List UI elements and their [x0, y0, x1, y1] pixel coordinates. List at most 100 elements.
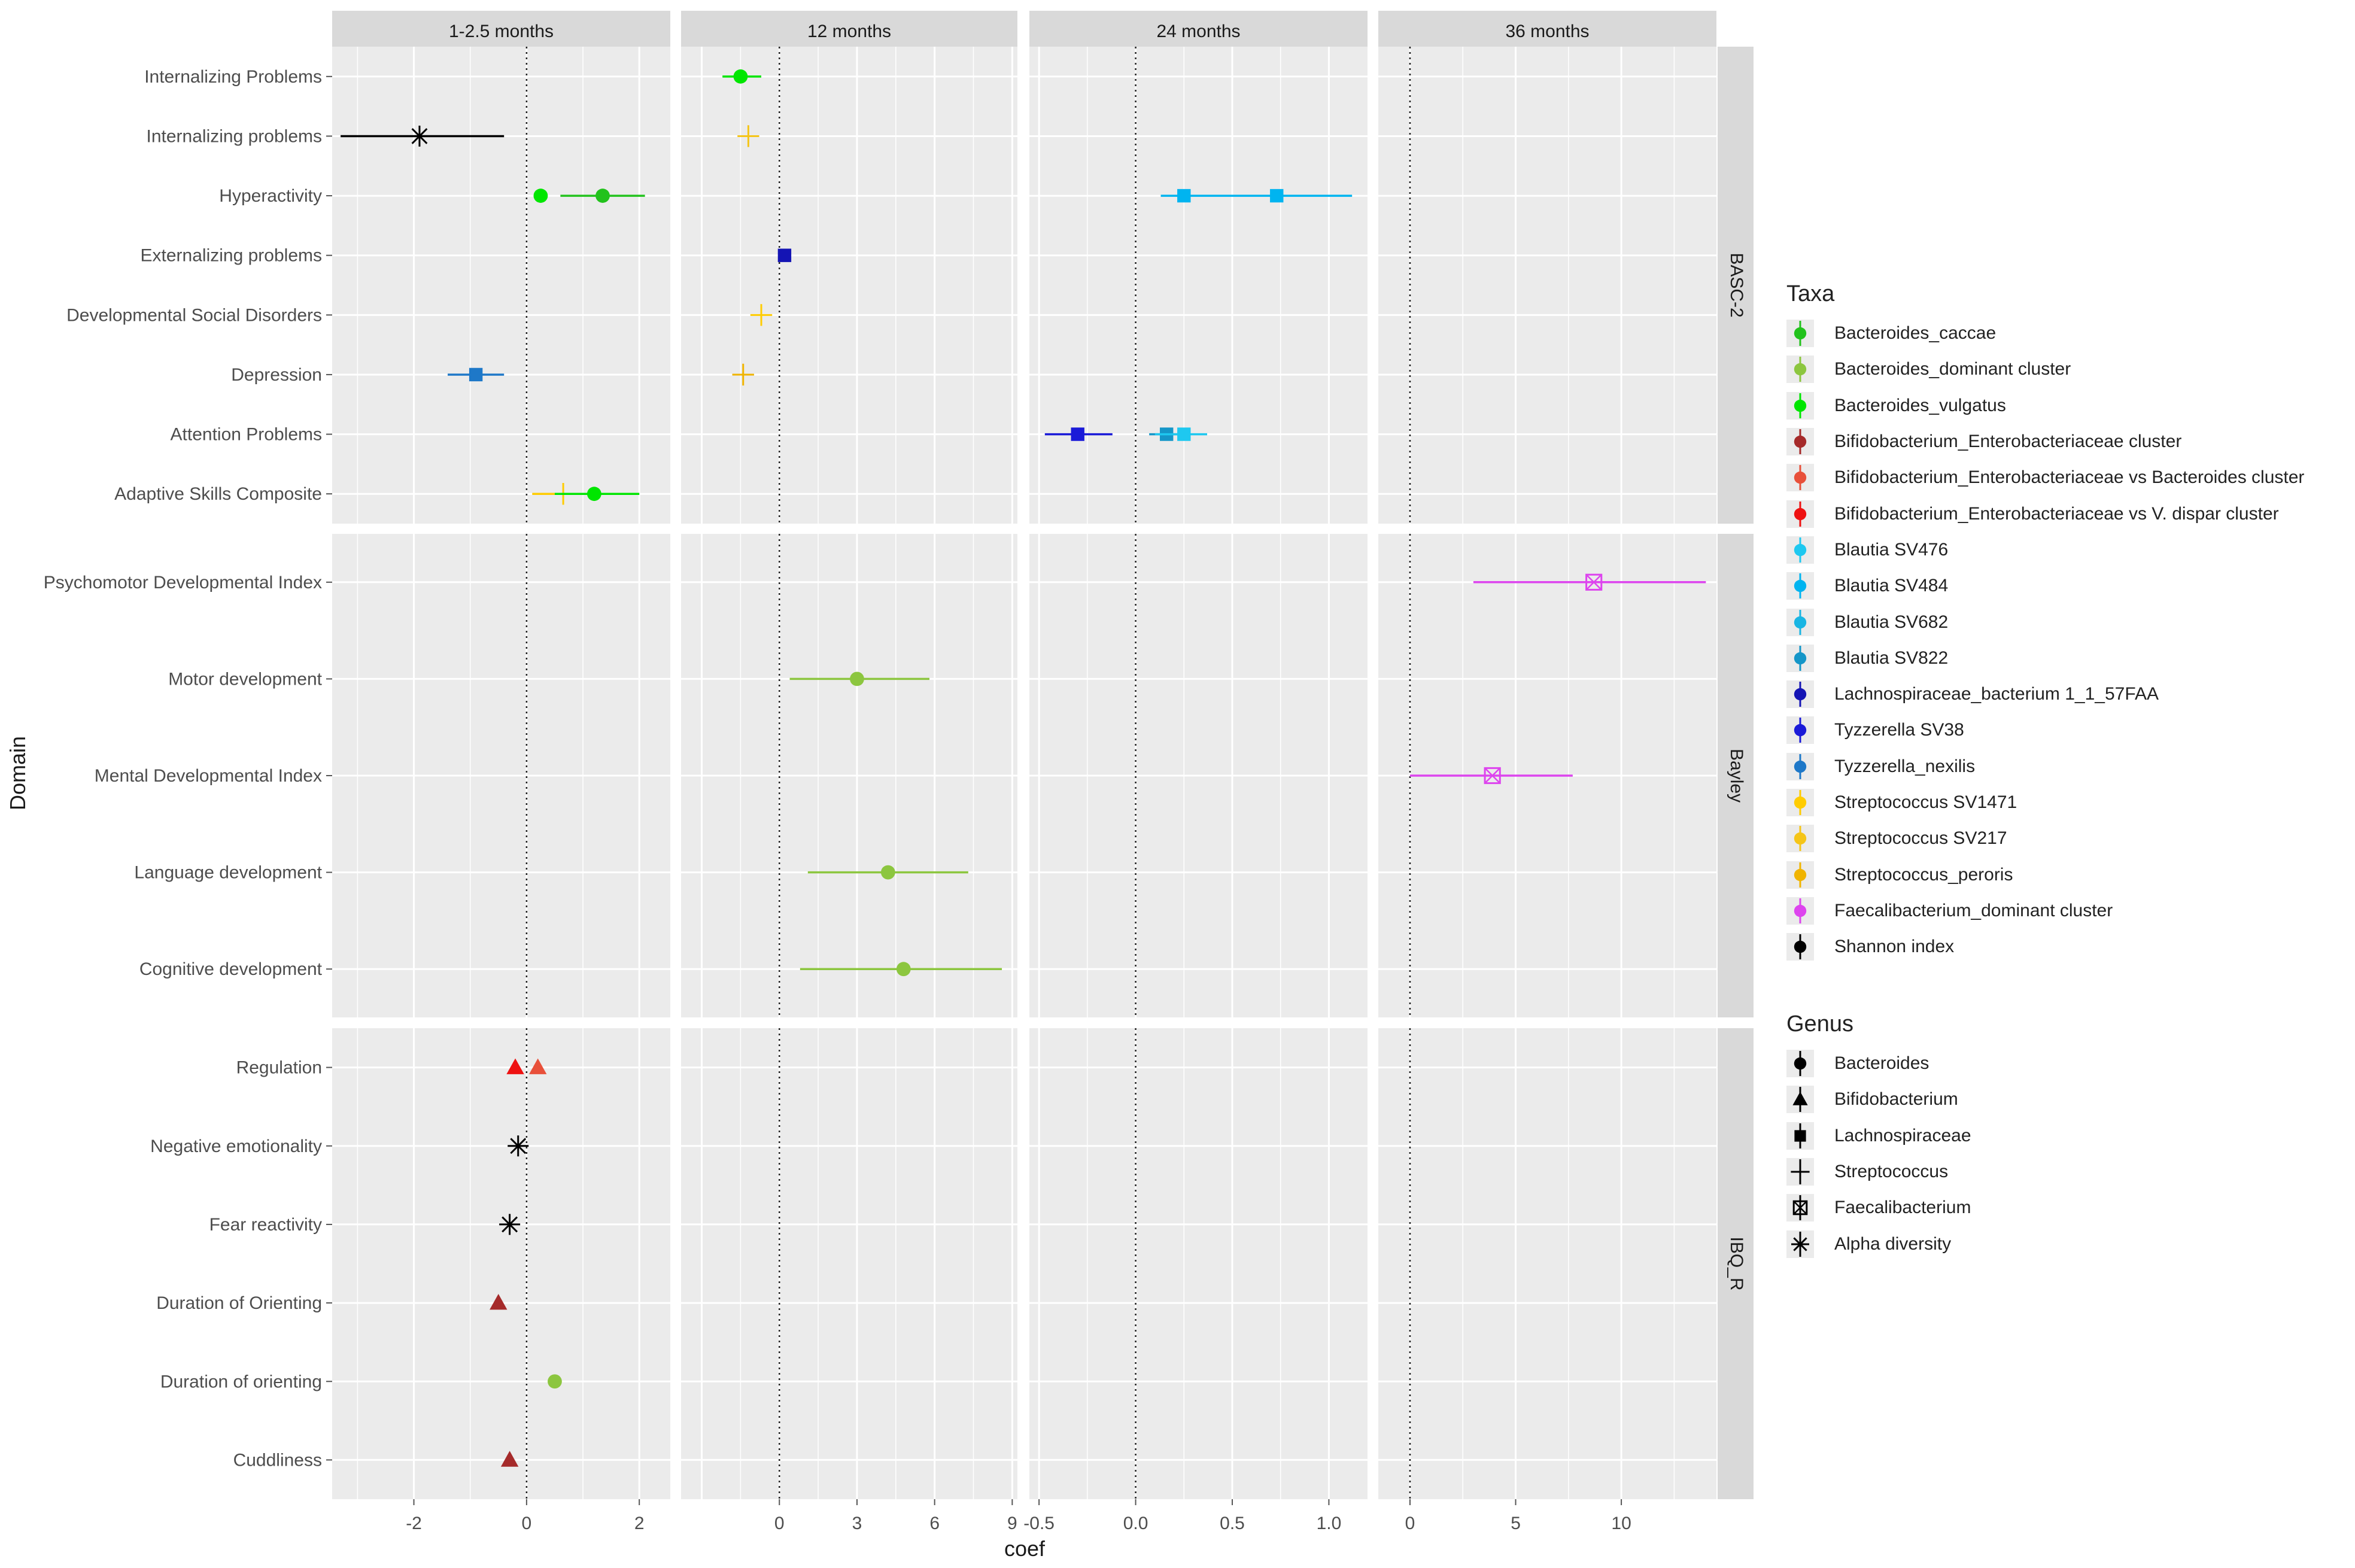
legend-label: Tyzzerella_nexilis [1834, 756, 1976, 776]
legend-label: Alpha diversity [1834, 1233, 1952, 1254]
point-shannon-index [499, 1214, 521, 1235]
point-bacteroides-dominant-cluster [800, 962, 1002, 977]
point-streptococcus-sv217 [737, 125, 759, 147]
legend-item: Alpha diversity [1786, 1226, 1971, 1262]
y-tick-label: Motor development [168, 669, 322, 689]
legend-label: Faecalibacterium [1834, 1198, 1971, 1218]
panel-background [1029, 1028, 1368, 1499]
legend-label: Lachnospiraceae_bacterium 1_1_57FAA [1834, 684, 2159, 704]
point-shannon-index [341, 125, 505, 147]
y-tick-label: Fear reactivity [209, 1215, 322, 1235]
legend-taxa: Taxa Bacteroides_caccae Bacteroides_domin… [1786, 281, 2304, 965]
legend-key-icon [1786, 1122, 1814, 1150]
legend-key-icon [1786, 680, 1814, 709]
legend-item: Blautia SV484 [1786, 568, 2304, 604]
legend-item: Blautia SV822 [1786, 640, 2304, 676]
y-tick-label: Adaptive Skills Composite [114, 484, 322, 504]
panel-background [1029, 47, 1368, 524]
point-blautia-sv476 [1154, 427, 1208, 441]
point-bifidobacterium-enterobacteriaceae-vs-v-dispar-cluster [506, 1058, 524, 1074]
legend-label: Streptococcus_peroris [1834, 864, 2013, 885]
point-faecalibacterium-dominant-cluster [1409, 767, 1573, 785]
legend-item: Blautia SV682 [1786, 604, 2304, 640]
legend-label: Bifidobacterium [1834, 1089, 1958, 1110]
legend-label: Bacteroides_dominant cluster [1834, 359, 2071, 379]
legend-key-icon [1786, 464, 1814, 492]
facet-column-label: 1-2.5 months [449, 22, 554, 41]
facet-column-label: 36 months [1505, 22, 1589, 41]
y-tick-label: Cuddliness [233, 1450, 322, 1470]
legend-label: Bacteroides_vulgatus [1834, 395, 2006, 415]
legend-item: Tyzzerella_nexilis [1786, 749, 2304, 785]
x-tick-label: 0 [774, 1514, 785, 1533]
facet-row-label: Bayley [1727, 749, 1746, 803]
facet-column-label: 12 months [807, 22, 891, 41]
x-tick-label: 0.5 [1220, 1514, 1245, 1533]
legend-item: Bacteroides_caccae [1786, 315, 2304, 351]
legend-label: Bifidobacterium_Enterobacteriaceae vs V.… [1834, 503, 2279, 524]
legend-item: Blautia SV476 [1786, 532, 2304, 568]
legend-key-icon [1786, 428, 1814, 456]
legend-key-icon [1786, 391, 1814, 420]
point-bacteroides-vulgatus [533, 189, 548, 203]
legend-item: Lachnospiraceae_bacterium 1_1_57FAA [1786, 676, 2304, 712]
legend-item: Bacteroides [1786, 1046, 1971, 1081]
legend-item: Bifidobacterium_Enterobacteriaceae vs V.… [1786, 496, 2304, 531]
legend-label: Bacteroides [1834, 1053, 1929, 1074]
legend-label: Bacteroides_caccae [1834, 323, 1997, 344]
point-bacteroides-caccae [560, 189, 645, 203]
legend-label: Blautia SV682 [1834, 612, 1949, 632]
x-tick-label: 0.0 [1123, 1514, 1148, 1533]
legend-label: Shannon index [1834, 937, 1955, 957]
legend-taxa-title: Taxa [1786, 281, 1835, 306]
x-tick-label: 0 [522, 1514, 532, 1533]
facet-strip-3 [1378, 11, 1716, 47]
facet-row-label: BASC-2 [1727, 253, 1746, 317]
x-axis-title: coef [1004, 1536, 1046, 1561]
panel-background [332, 47, 670, 524]
legend-key-icon [1786, 789, 1814, 816]
facet-strip-2 [1029, 11, 1368, 47]
legend-item: Bifidobacterium_Enterobacteriaceae vs Ba… [1786, 460, 2304, 496]
point-faecalibacterium-dominant-cluster [1473, 573, 1706, 591]
legend-label: Streptococcus [1834, 1162, 1949, 1182]
legend-label: Bifidobacterium_Enterobacteriaceae clust… [1834, 431, 2182, 452]
legend-key-icon [1786, 608, 1814, 636]
legend-key-icon [1786, 1230, 1814, 1258]
point-bifidobacterium-enterobacteriaceae-cluster [490, 1293, 508, 1310]
legend-label: Lachnospiraceae [1834, 1125, 1971, 1145]
legend-label: Blautia SV484 [1834, 576, 1949, 596]
panel-background [681, 47, 1017, 524]
legend-item: Lachnospiraceae [1786, 1118, 1971, 1154]
y-tick-label: Duration of orienting [160, 1372, 322, 1391]
point-blautia-sv484 [1270, 189, 1284, 203]
y-tick-label: Mental Developmental Index [95, 766, 322, 786]
legend-label: Streptococcus SV1471 [1834, 792, 2017, 812]
axis-labels: Internalizing Problems Internalizing prob… [5, 67, 1631, 1561]
y-tick-label: Internalizing problems [147, 126, 322, 146]
point-bifidobacterium-enterobacteriaceae-vs-bacteroides-cluster [529, 1058, 547, 1074]
legend-genus: Genus Bacteroides Bifidobacterium Lachnosp… [1786, 1011, 1971, 1262]
y-tick-label: Duration of Orienting [156, 1293, 322, 1313]
legend-key-icon [1786, 897, 1814, 925]
legend-item: Bacteroides_dominant cluster [1786, 351, 2304, 387]
legend-key-icon [1786, 644, 1814, 672]
legend-item: Bifidobacterium [1786, 1081, 1971, 1117]
point-streptococcus-peroris [732, 363, 754, 386]
x-tick-label: 10 [1611, 1514, 1631, 1533]
legend-item: Faecalibacterium [1786, 1190, 1971, 1226]
legend-key-icon [1786, 933, 1814, 961]
legend-key-icon [1786, 861, 1814, 889]
x-tick-label: -0.5 [1023, 1514, 1055, 1533]
facet-row-strip-2 [1718, 1028, 1754, 1499]
facet-column-label: 24 months [1156, 22, 1240, 41]
facet-row-strip-1 [1718, 534, 1754, 1017]
x-tick-label: -2 [406, 1514, 422, 1533]
point-lachnospiraceae-bacterium-1-1-57faa [777, 248, 792, 262]
legend-item: Bifidobacterium_Enterobacteriaceae clust… [1786, 424, 2304, 460]
facet-strip-0 [332, 11, 670, 47]
point-bacteroides-vulgatus [722, 69, 762, 84]
legend-item: Tyzzerella SV38 [1786, 712, 2304, 748]
legend-label: Bifidobacterium_Enterobacteriaceae vs Ba… [1834, 467, 2305, 488]
